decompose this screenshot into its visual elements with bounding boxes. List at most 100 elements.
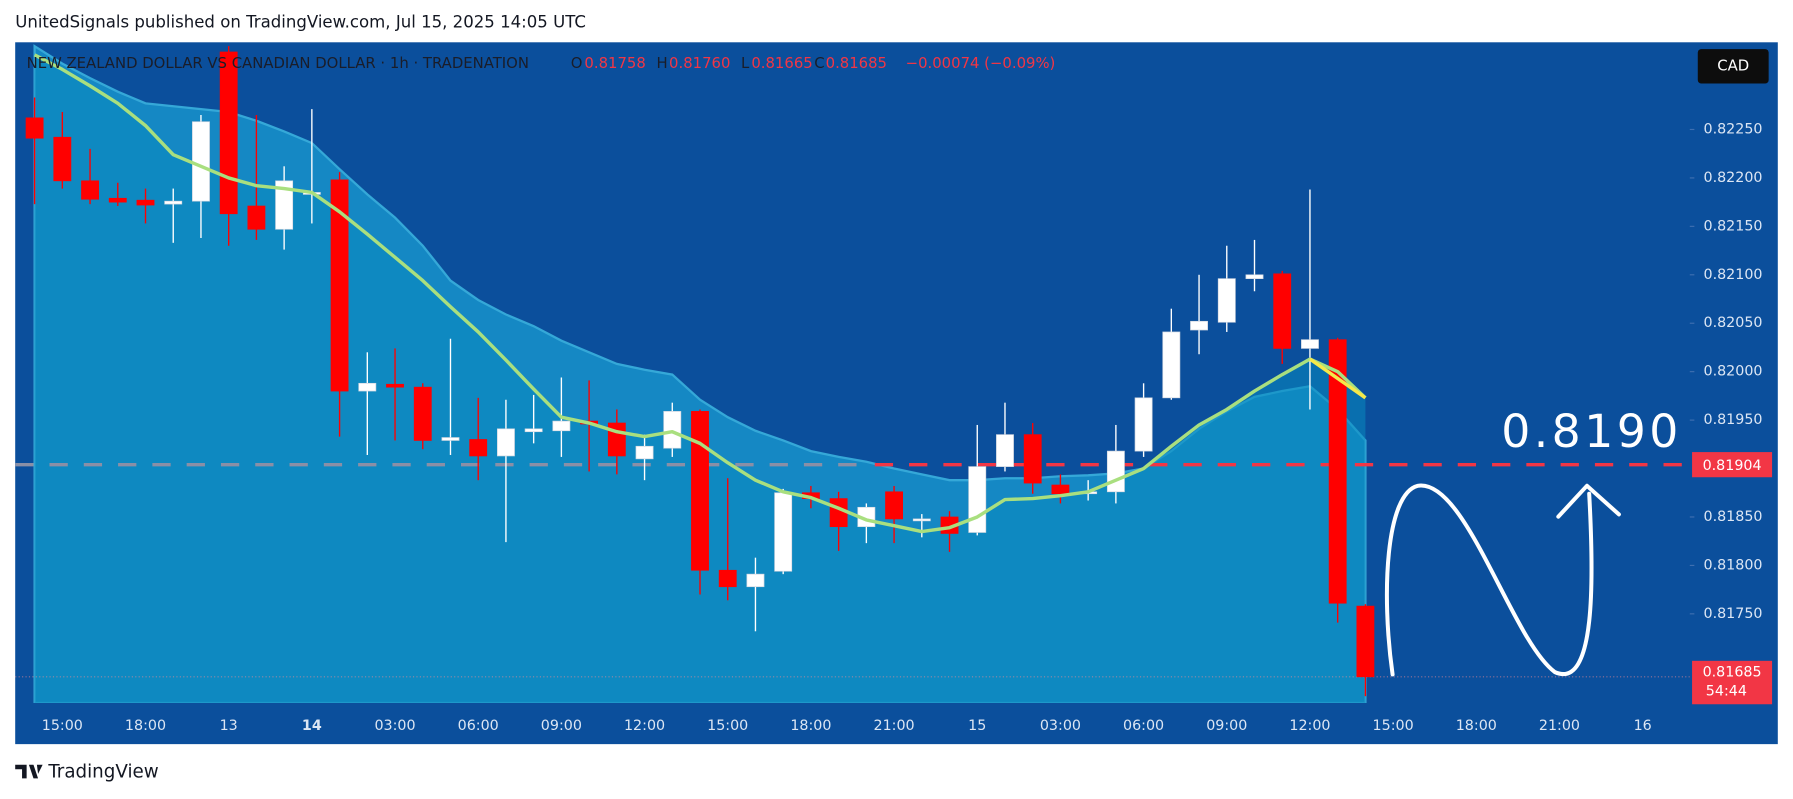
candle-body	[53, 136, 72, 182]
ohlc-key: H	[656, 54, 667, 72]
candle-body	[136, 199, 155, 206]
x-tick-label: 15:00	[42, 718, 83, 734]
plot-area	[15, 44, 1690, 703]
drawn-curve	[1384, 483, 1594, 677]
candle-body	[746, 573, 765, 588]
drawn-arrowhead	[1556, 483, 1621, 519]
candle-body	[1023, 434, 1042, 484]
x-tick-label: 21:00	[874, 718, 915, 734]
candle-body	[663, 411, 682, 449]
x-tick-label: 03:00	[374, 718, 415, 734]
candle-body	[25, 117, 44, 139]
candle-body	[691, 411, 709, 571]
ema-line-tail	[1308, 357, 1367, 400]
x-tick-label: 18:00	[125, 718, 166, 734]
footer-logo: TradingView	[15, 762, 159, 783]
candle-body	[1051, 484, 1070, 495]
currency: CAD	[1717, 56, 1749, 74]
ohlc-value: 0.81665	[751, 54, 812, 72]
y-tick-label: 0.81750	[1704, 606, 1763, 622]
candle-body	[912, 518, 931, 522]
annotation: 0.8190	[1501, 405, 1682, 458]
y-tick-label: 0.82100	[1704, 267, 1763, 283]
candle-body	[1190, 320, 1208, 331]
ohlc-key: C	[814, 54, 824, 72]
candle-body	[996, 434, 1014, 467]
candle-body	[247, 205, 266, 230]
x-tick-label: 18:00	[790, 718, 831, 734]
candle-body	[275, 180, 294, 230]
candle-body	[885, 491, 903, 520]
candle-body	[497, 428, 515, 457]
symbol-title: NEW ZEALAND DOLLAR VS CANADIAN DOLLAR · …	[27, 54, 529, 72]
x-tick-label: 15:00	[707, 718, 748, 734]
candle-body	[81, 180, 99, 200]
x-tick-label: 15	[968, 718, 986, 734]
y-tick-label: 0.81800	[1704, 557, 1763, 573]
candle-body	[219, 51, 238, 215]
ohlc-value: 0.81685	[826, 54, 887, 72]
candle-body	[330, 179, 349, 392]
publisher-header: UnitedSignals published on TradingView.c…	[15, 12, 586, 31]
y-tick-label: 0.82200	[1704, 170, 1763, 186]
x-tick-label: 09:00	[541, 718, 582, 734]
candle-body	[1245, 274, 1264, 280]
candle-body	[968, 466, 987, 533]
x-tick-label: 06:00	[458, 718, 499, 734]
candle-body	[469, 439, 488, 457]
candle-body	[108, 197, 127, 203]
candle-body	[1106, 450, 1125, 493]
y-tick-label: 0.82000	[1704, 364, 1763, 380]
x-tick-label: 06:00	[1123, 718, 1164, 734]
countdown: 54:44	[1706, 684, 1747, 700]
price-label-box	[1692, 660, 1773, 705]
candle-body	[1217, 278, 1236, 323]
x-tick-label: 09:00	[1206, 718, 1247, 734]
candle-body	[552, 420, 571, 432]
candle-body	[386, 383, 404, 388]
ema-area	[34, 54, 1366, 703]
candle-body	[1273, 273, 1292, 349]
ohlc-value: 0.81760	[669, 54, 730, 72]
candle-body	[358, 382, 377, 392]
ohlc-change: −0.00074 (−0.09%)	[906, 54, 1056, 72]
y-tick-label: 0.82250	[1704, 121, 1763, 137]
candle-body	[164, 200, 183, 205]
overlay: 0.8190	[1384, 405, 1682, 677]
level-label: 0.81904	[1703, 458, 1762, 474]
footer-brand: TradingView	[47, 762, 158, 783]
candle-body	[1356, 605, 1375, 678]
logo-icon	[15, 764, 43, 779]
currency-box	[1697, 49, 1769, 84]
candle-body	[441, 437, 460, 441]
candle-body	[192, 121, 210, 202]
candle-body	[524, 428, 543, 433]
candle-body	[774, 492, 793, 572]
x-tick-label: 15:00	[1373, 718, 1414, 734]
y-tick-label: 0.82050	[1704, 315, 1763, 331]
x-tick-label: 13	[220, 718, 238, 734]
candle-body	[635, 445, 654, 460]
candle-body	[1301, 339, 1319, 349]
candle-body	[1134, 397, 1153, 452]
candle-body	[413, 386, 432, 441]
ohlc-value: 0.81758	[584, 54, 645, 72]
x-tick-label: 12:00	[624, 718, 665, 734]
x-tick-label: 18:00	[1456, 718, 1497, 734]
y-tick-label: 0.82150	[1704, 218, 1763, 234]
x-tick-label: 03:00	[1040, 718, 1081, 734]
x-tick-label: 12:00	[1289, 718, 1330, 734]
ema-line	[33, 53, 1367, 534]
level-label-box	[1692, 452, 1773, 478]
price-label: 0.81685	[1703, 664, 1762, 680]
ohlc-legend: O 0.81758 H 0.81760 L 0.81665 C 0.81685 …	[571, 54, 1056, 72]
x-tick-label: 16	[1634, 718, 1652, 734]
x-tick-label: 21:00	[1539, 718, 1580, 734]
candle-body	[1328, 339, 1347, 604]
candle-body	[718, 569, 737, 588]
candle-body	[1162, 331, 1181, 399]
y-tick-label: 0.81950	[1704, 412, 1763, 428]
ohlc-key: L	[741, 54, 750, 72]
